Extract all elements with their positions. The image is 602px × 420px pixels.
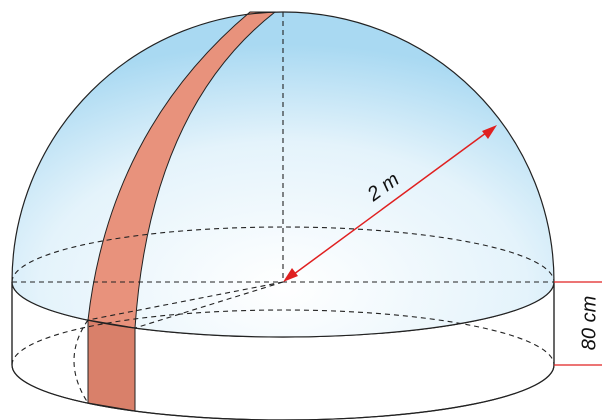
radius-arrow [283,125,497,282]
height-label: 80 cm [578,296,600,350]
bottom-back [11,309,555,366]
base-front [11,281,555,338]
radius-dash-1 [87,281,284,321]
band-inner-edge [73,319,89,404]
radius-dash-2 [134,281,284,329]
base-back [11,226,555,283]
band-cylinder [87,319,136,412]
